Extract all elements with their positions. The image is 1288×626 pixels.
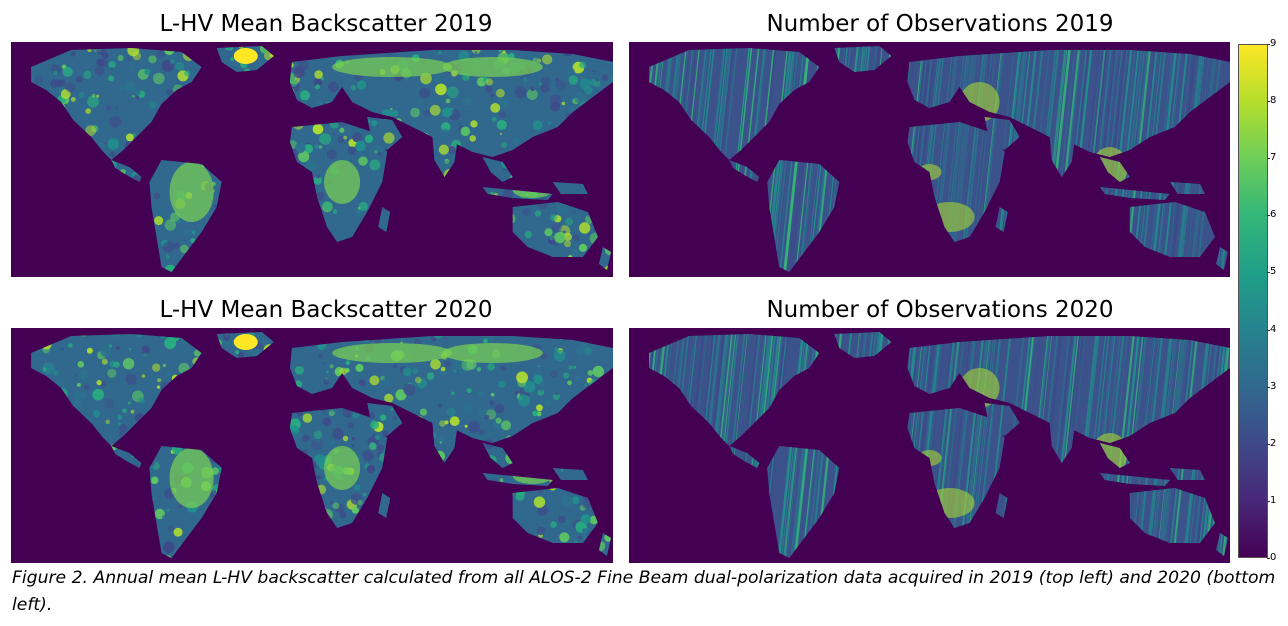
panel-title-backscatter-2020: L-HV Mean Backscatter 2020 xyxy=(159,297,493,323)
map-observations-2019 xyxy=(629,42,1230,277)
colorbar-tick-label: 4 xyxy=(1270,323,1277,335)
colorbar-tick-mark xyxy=(1267,44,1270,45)
map-backscatter-2019 xyxy=(11,42,613,277)
colorbar-tick-mark xyxy=(1267,386,1270,388)
colorbar-tick-mark xyxy=(1267,500,1270,502)
colorbar-tick-label: 8 xyxy=(1270,95,1277,107)
colorbar-tick-label: 0 xyxy=(1270,552,1277,563)
map-observations-2020 xyxy=(629,328,1230,563)
backscatter-map-image xyxy=(31,46,613,272)
colorbar-tick-mark xyxy=(1267,101,1270,103)
panel-title-observations-2020: Number of Observations 2020 xyxy=(766,297,1114,323)
observations-map-image xyxy=(649,332,1230,558)
map-backscatter-2020 xyxy=(11,328,613,563)
panel-title-backscatter-2019: L-HV Mean Backscatter 2019 xyxy=(159,11,493,37)
colorbar-tick-label: 3 xyxy=(1270,380,1277,392)
figure-caption: Figure 2. Annual mean L-HV backscatter c… xyxy=(12,568,1276,615)
colorbar-tick-label: 2 xyxy=(1270,437,1277,449)
panel-title-observations-2019: Number of Observations 2019 xyxy=(766,11,1114,37)
colorbar-tick-mark xyxy=(1267,215,1270,217)
colorbar-tick-mark xyxy=(1267,558,1270,559)
colorbar-tick-mark xyxy=(1267,158,1270,160)
colorbar-tick-label: 9 xyxy=(1270,38,1277,49)
colorbar-tick-mark xyxy=(1267,329,1270,331)
colorbar-tick-label: 6 xyxy=(1270,209,1277,221)
backscatter-map-image xyxy=(31,332,613,558)
colorbar-tick-label: 7 xyxy=(1270,152,1277,164)
colorbar-tick-mark xyxy=(1267,443,1270,445)
observations-map-image xyxy=(649,46,1230,272)
colorbar-tick-label: 5 xyxy=(1270,266,1277,278)
colorbar-tick-label: 1 xyxy=(1270,494,1277,506)
colorbar xyxy=(1238,44,1268,558)
colorbar-tick-mark xyxy=(1267,272,1270,274)
